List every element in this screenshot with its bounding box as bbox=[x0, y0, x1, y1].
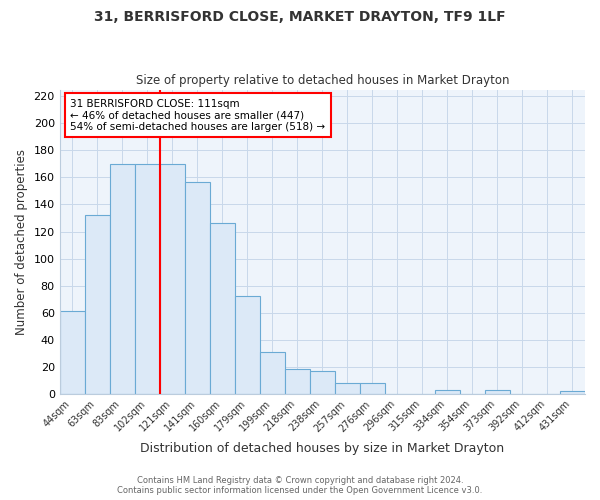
Bar bbox=[135, 164, 160, 394]
Text: Contains HM Land Registry data © Crown copyright and database right 2024.
Contai: Contains HM Land Registry data © Crown c… bbox=[118, 476, 482, 495]
Text: 31 BERRISFORD CLOSE: 111sqm
← 46% of detached houses are smaller (447)
54% of se: 31 BERRISFORD CLOSE: 111sqm ← 46% of det… bbox=[70, 98, 325, 132]
Bar bbox=[310, 371, 335, 394]
Bar bbox=[560, 391, 585, 394]
Bar bbox=[59, 312, 85, 394]
Bar bbox=[185, 182, 210, 394]
Bar bbox=[360, 383, 385, 394]
Bar bbox=[235, 296, 260, 394]
Title: Size of property relative to detached houses in Market Drayton: Size of property relative to detached ho… bbox=[136, 74, 509, 87]
Bar bbox=[210, 224, 235, 394]
Bar bbox=[435, 390, 460, 394]
Bar bbox=[260, 352, 285, 394]
Bar bbox=[285, 370, 310, 394]
Bar bbox=[85, 216, 110, 394]
X-axis label: Distribution of detached houses by size in Market Drayton: Distribution of detached houses by size … bbox=[140, 442, 505, 455]
Text: 31, BERRISFORD CLOSE, MARKET DRAYTON, TF9 1LF: 31, BERRISFORD CLOSE, MARKET DRAYTON, TF… bbox=[94, 10, 506, 24]
Bar bbox=[160, 164, 185, 394]
Bar bbox=[335, 383, 360, 394]
Y-axis label: Number of detached properties: Number of detached properties bbox=[15, 148, 28, 334]
Bar bbox=[485, 390, 510, 394]
Bar bbox=[110, 164, 135, 394]
